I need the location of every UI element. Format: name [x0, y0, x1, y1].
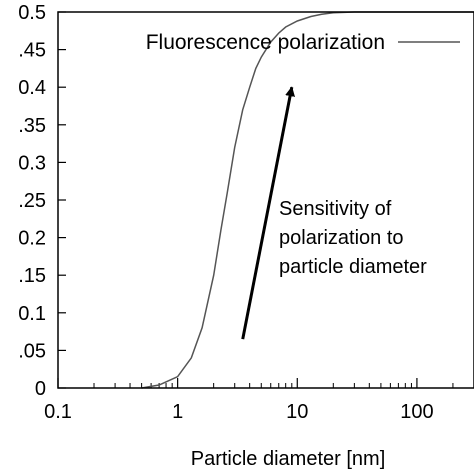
annotation-line-2: polarization to	[279, 227, 404, 249]
y-tick-label: .35	[18, 115, 46, 137]
annotation-line-3: particle diameter	[279, 256, 427, 278]
x-tick-label: 1	[172, 401, 183, 423]
y-tick-label: .45	[18, 40, 46, 62]
y-tick-label: 0.5	[18, 2, 46, 24]
y-tick-label: .15	[18, 265, 46, 287]
annotation-arrow	[241, 86, 295, 340]
legend-label: Fluorescence polarization	[146, 31, 385, 54]
plot-frame	[57, 11, 474, 389]
y-tick-label: .05	[18, 340, 46, 362]
y-tick-label: 0.1	[18, 303, 46, 325]
y-tick-label: 0.4	[18, 77, 46, 99]
y-tick-label: 0.3	[18, 152, 46, 174]
y-tick-label: 0.2	[18, 228, 46, 250]
x-tick-label: 0.1	[44, 401, 72, 423]
tick-label-group: 0 .05 0.1 .15 0.2 .25 0.3 .35 0.4 .45 0.5 0.1 1 10 100	[18, 2, 433, 423]
x-axis-title: Particle diameter [nm]	[191, 448, 386, 470]
annotation-line-1: Sensitivity of	[279, 198, 392, 220]
annotation-text: Sensitivity of polarization to particle …	[279, 198, 427, 278]
y-tick-label: 0	[35, 378, 46, 400]
legend: Fluorescence polarization	[146, 31, 460, 54]
y-tick-label: .25	[18, 190, 46, 212]
x-tick-label: 100	[400, 401, 433, 423]
x-tick-label: 10	[286, 401, 308, 423]
